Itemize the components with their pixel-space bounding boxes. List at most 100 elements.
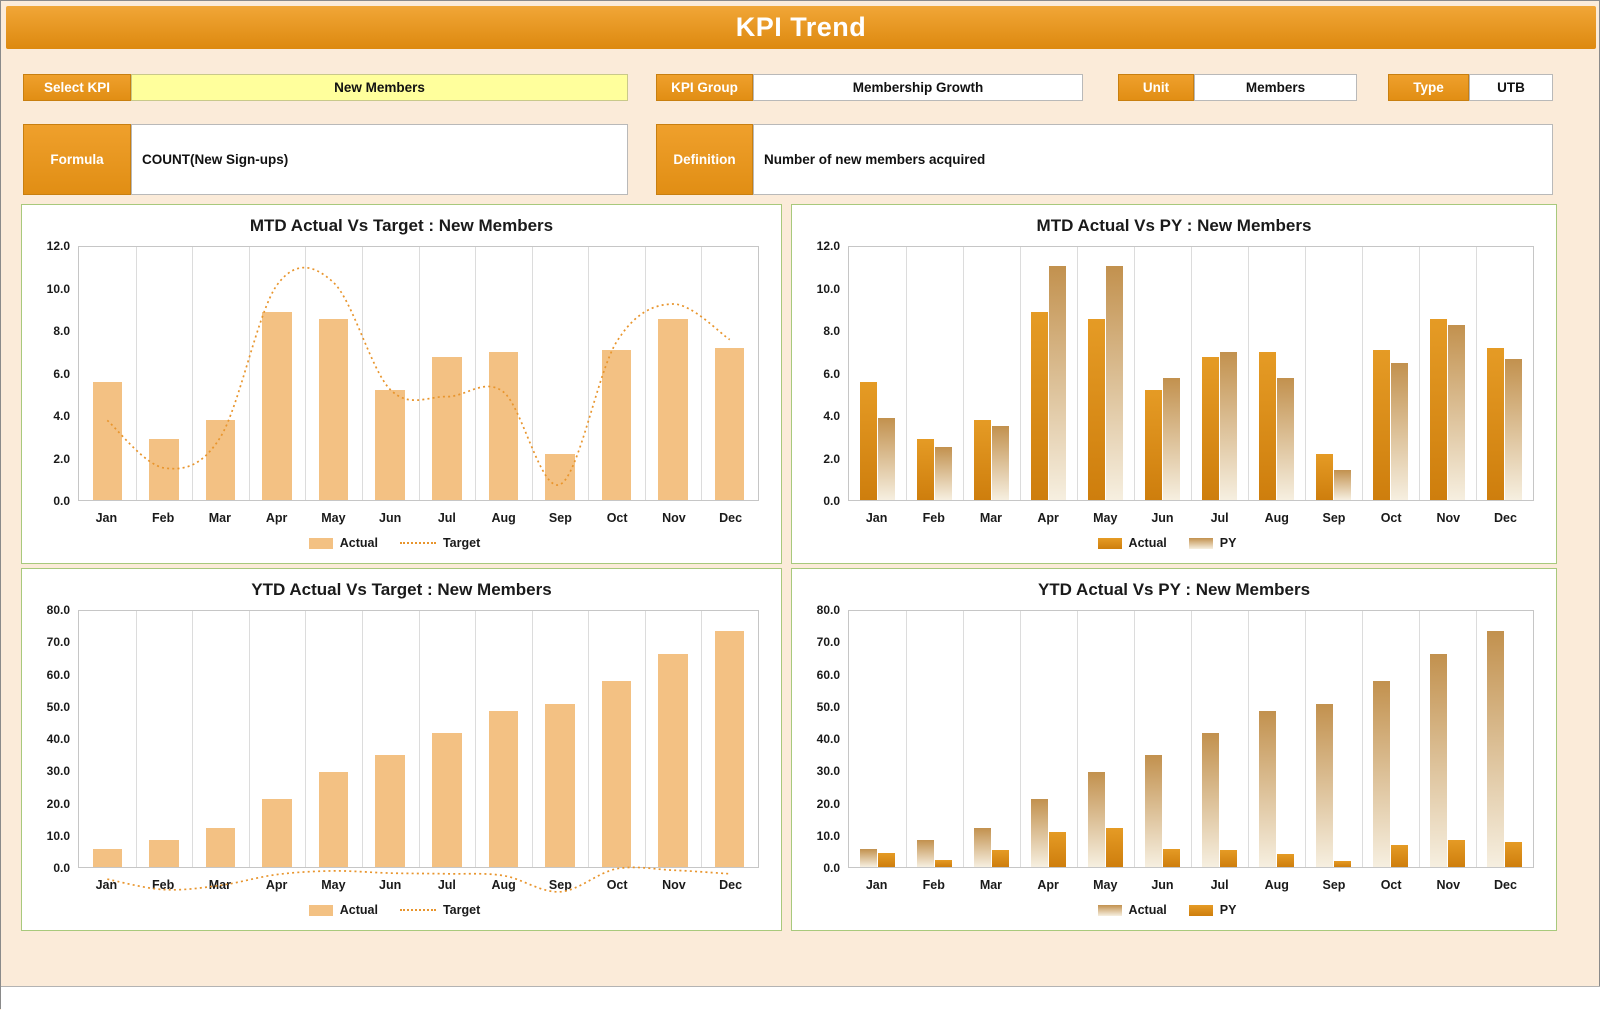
bar-actual-aug: [1258, 710, 1276, 867]
gridline: [1305, 247, 1306, 500]
gridline: [135, 611, 137, 867]
x-tick-label: Sep: [1322, 511, 1346, 525]
bar-py-jan: [878, 852, 896, 867]
chart-legend: Actual PY: [800, 527, 1534, 559]
y-tick-label: 30.0: [816, 764, 840, 779]
bar-actual-nov: [1429, 653, 1447, 867]
y-tick-label: 6.0: [823, 366, 840, 381]
bar-actual-dec: [1486, 348, 1504, 500]
bar-actual-aug: [488, 710, 519, 867]
bar-py-jun: [1163, 849, 1181, 867]
bar-actual-aug: [488, 352, 519, 500]
type-label: Type: [1388, 74, 1469, 101]
gridline: [1191, 247, 1192, 500]
y-tick-label: 8.0: [53, 324, 70, 338]
bar-actual-sep: [545, 703, 575, 867]
legend-swatch-py: [1188, 904, 1213, 916]
bar-py-dec: [1505, 358, 1523, 500]
bar-actual-jul: [1201, 356, 1219, 500]
bar-py-jan: [878, 417, 896, 500]
x-tick-label: Jun: [1151, 511, 1174, 525]
chart-grid: 0.0 10.0 20.0 30.0 40.0 50.0 60.0 70.0 80.0 Jan Fe…: [800, 604, 1534, 894]
legend-swatch-target: [399, 542, 436, 544]
bar-actual-dec: [1486, 630, 1504, 867]
x-tick-label: May: [1093, 878, 1118, 892]
plot-area: [848, 246, 1534, 501]
x-tick-label: Sep: [1322, 878, 1346, 892]
gridline: [1476, 611, 1477, 867]
gridline: [1476, 247, 1477, 500]
bar-actual-jun: [375, 390, 405, 500]
chart-panel-ytd-actual-vs-target: YTD Actual Vs Target : New Members 0.0 10…: [21, 568, 782, 931]
gridline: [644, 247, 646, 500]
x-tick-label: May: [321, 511, 346, 525]
gridline: [1248, 611, 1249, 867]
bar-actual-apr: [1030, 312, 1048, 500]
x-tick-label: Jan: [95, 878, 118, 892]
gridline: [1077, 247, 1078, 500]
bar-py-nov: [1448, 840, 1466, 867]
bar-py-may: [1106, 265, 1124, 500]
select-kpi-dropdown[interactable]: New Members: [131, 74, 628, 101]
bar-py-nov: [1448, 325, 1466, 500]
chart-panel-mtd-actual-vs-target: MTD Actual Vs Target : New Members 0.0 2.…: [21, 204, 782, 564]
x-tick-label: Mar: [979, 878, 1003, 892]
y-tick-label: 12.0: [46, 239, 70, 253]
legend-item-py: PY: [1188, 536, 1237, 550]
gridline: [1419, 611, 1420, 867]
bar-actual-dec: [714, 348, 745, 500]
y-tick-label: 10.0: [46, 828, 70, 843]
x-axis: Jan Feb Mar Apr May Jun Jul Aug Sep Oct Nov Dec: [78, 868, 759, 894]
bar-py-dec: [1505, 842, 1523, 867]
bar-actual-feb: [916, 438, 934, 500]
x-tick-label: Oct: [1380, 511, 1402, 525]
bar-py-may: [1106, 827, 1124, 867]
plot-area: [848, 610, 1534, 868]
bar-py-jul: [1220, 850, 1238, 867]
x-tick-label: Mar: [208, 511, 231, 525]
legend-label: Actual: [1128, 536, 1167, 550]
gridline: [906, 247, 907, 500]
gridline: [135, 247, 137, 500]
gridline: [1020, 247, 1021, 500]
y-tick-label: 70.0: [816, 635, 840, 650]
formula-value: COUNT(New Sign-ups): [131, 124, 628, 195]
gridline: [906, 611, 907, 867]
bar-actual-may: [1087, 771, 1105, 867]
x-tick-label: Feb: [152, 878, 175, 892]
chart-title: MTD Actual Vs PY : New Members: [1036, 216, 1312, 235]
y-tick-label: 12.0: [816, 239, 840, 253]
y-axis: 0.0 2.0 4.0 6.0 8.0 10.0 12.0: [30, 240, 78, 507]
gridline: [1134, 247, 1135, 500]
y-tick-label: 80.0: [816, 603, 840, 617]
kpi-group-label: KPI Group: [656, 74, 753, 101]
x-tick-label: Nov: [1436, 511, 1461, 525]
y-tick-label: 10.0: [46, 281, 70, 296]
gridline: [1020, 611, 1021, 867]
x-tick-label: Jun: [1151, 878, 1174, 892]
chart-title: YTD Actual Vs PY : New Members: [1037, 580, 1311, 599]
y-tick-label: 20.0: [46, 796, 70, 811]
legend-swatch-actual: [1097, 537, 1122, 549]
y-axis: 0.0 10.0 20.0 30.0 40.0 50.0 60.0 70.0 80.0: [30, 604, 78, 874]
gridline: [248, 611, 250, 867]
legend-item-actual: Actual: [1097, 536, 1167, 550]
x-tick-label: Jul: [437, 511, 456, 525]
plot-area: [78, 246, 759, 501]
legend-label: Actual: [339, 903, 378, 917]
bar-py-feb: [935, 447, 953, 500]
header-banner: KPI Trend: [6, 6, 1596, 49]
x-tick-label: Feb: [922, 878, 945, 892]
legend-label: PY: [1219, 536, 1237, 550]
y-tick-label: 4.0: [823, 409, 840, 423]
legend-label: PY: [1219, 903, 1237, 917]
bar-py-oct: [1391, 362, 1409, 500]
bar-actual-may: [318, 318, 349, 500]
legend-label: Target: [442, 536, 481, 550]
gridline: [1248, 247, 1249, 500]
x-tick-label: Dec: [719, 878, 743, 892]
page-title: KPI Trend: [735, 12, 867, 42]
x-tick-label: Sep: [548, 511, 572, 525]
x-tick-label: Nov: [662, 878, 686, 892]
x-tick-label: Jul: [437, 878, 456, 892]
